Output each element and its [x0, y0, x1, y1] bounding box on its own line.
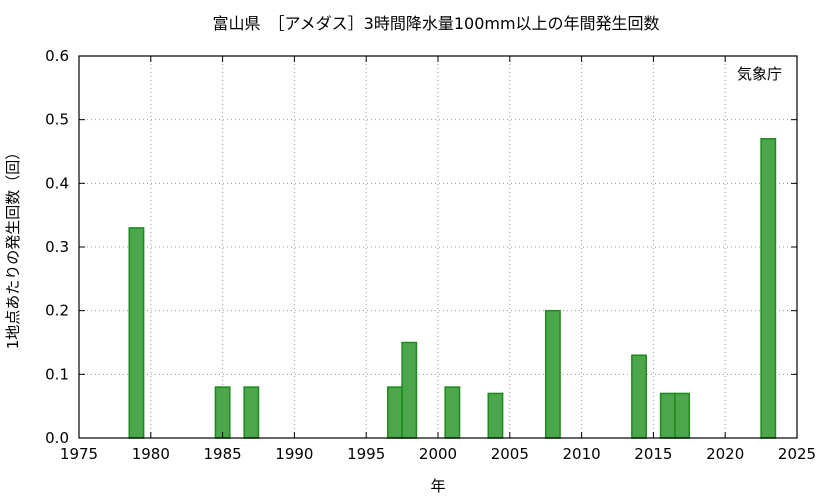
y-tick-label: 0.0	[45, 429, 69, 447]
x-tick-label: 2000	[419, 445, 457, 463]
x-tick-label: 2015	[634, 445, 672, 463]
bar-2017	[674, 392, 691, 439]
x-tick-label: 2005	[491, 445, 529, 463]
bars	[128, 138, 777, 439]
x-tick-label: 1975	[60, 445, 98, 463]
y-axis: 0.0 0.1 0.2 0.3 0.4 0.5 0.6	[45, 47, 797, 447]
chart-title: 富山県 ［アメダス］3時間降水量100mm以上の年間発生回数	[212, 14, 659, 33]
y-tick-label: 0.2	[45, 302, 69, 320]
y-tick-label: 0.4	[45, 174, 69, 192]
x-axis: 1975 1980 1985 1990 1995 2000 2005 2010 2015 2020…	[60, 56, 816, 463]
bar-2001	[444, 386, 461, 439]
x-tick-label: 2025	[778, 445, 816, 463]
y-tick-label: 0.5	[45, 111, 69, 129]
bar-2008	[544, 309, 561, 439]
y-tick-label: 0.6	[45, 47, 69, 65]
bar-1985	[214, 386, 231, 439]
y-axis-label: 1地点あたりの発生回数（回）	[4, 145, 22, 350]
x-tick-label: 1995	[347, 445, 385, 463]
x-axis-label: 年	[430, 477, 445, 495]
x-tick-label: 1985	[204, 445, 242, 463]
x-tick-label: 2010	[563, 445, 601, 463]
bar-1979	[128, 227, 145, 439]
x-tick-label: 1980	[132, 445, 170, 463]
y-tick-label: 0.3	[45, 238, 69, 256]
y-tick-label: 0.1	[45, 365, 69, 383]
bar-2023	[760, 138, 777, 439]
annotation-source: 気象庁	[737, 65, 782, 83]
bar-2016	[659, 392, 676, 439]
grid	[79, 56, 797, 438]
bar-2014	[631, 354, 647, 439]
x-tick-label: 2020	[706, 445, 744, 463]
bar-1998	[401, 341, 418, 439]
bar-1987	[243, 386, 260, 439]
bar-1997	[386, 386, 403, 439]
x-tick-label: 1990	[275, 445, 313, 463]
bar-2004	[487, 392, 504, 439]
